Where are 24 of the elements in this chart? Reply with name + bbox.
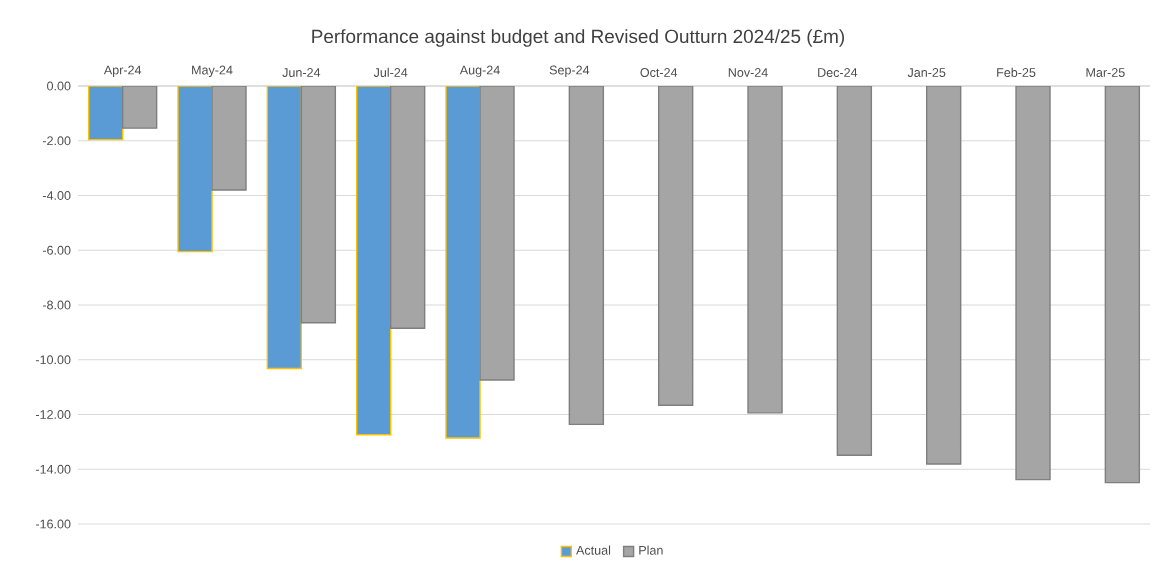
x-tick-label: Jun-24 (282, 68, 321, 77)
y-tick-label: -12.00 (35, 410, 71, 419)
y-tick-label: -6.00 (42, 245, 71, 255)
x-tick-label: Jan-25 (907, 68, 946, 77)
x-tick-label: May-24 (192, 65, 233, 77)
x-tick-label: Jul-24 (373, 67, 408, 77)
x-tick-label: Dec-24 (818, 68, 858, 77)
y-tick-label: 0.00 (47, 81, 71, 91)
chart-title: Performance against budget and Revised Outturn 2024/25 (£m) (312, 29, 845, 47)
x-tick-label: Feb-25 (997, 67, 1036, 77)
y-tick-label: -16.00 (35, 519, 71, 529)
y-tick-label: -14.00 (35, 464, 71, 474)
x-tick-label: Mar-25 (1086, 68, 1125, 77)
legend-label: Actual (576, 545, 611, 555)
y-tick-label: -2.00 (42, 136, 71, 146)
x-tick-label: Oct-24 (640, 68, 678, 77)
y-tick-label: -4.00 (42, 191, 71, 200)
y-tick-label: -8.00 (42, 300, 71, 310)
y-tick-label: -10.00 (35, 355, 71, 365)
x-tick-label: Aug-24 (459, 65, 500, 77)
x-tick-label: Sep-24 (549, 65, 590, 77)
x-tick-label: Apr-24 (103, 65, 142, 77)
legend-label: Plan (639, 545, 663, 555)
x-tick-label: Nov-24 (728, 68, 768, 77)
